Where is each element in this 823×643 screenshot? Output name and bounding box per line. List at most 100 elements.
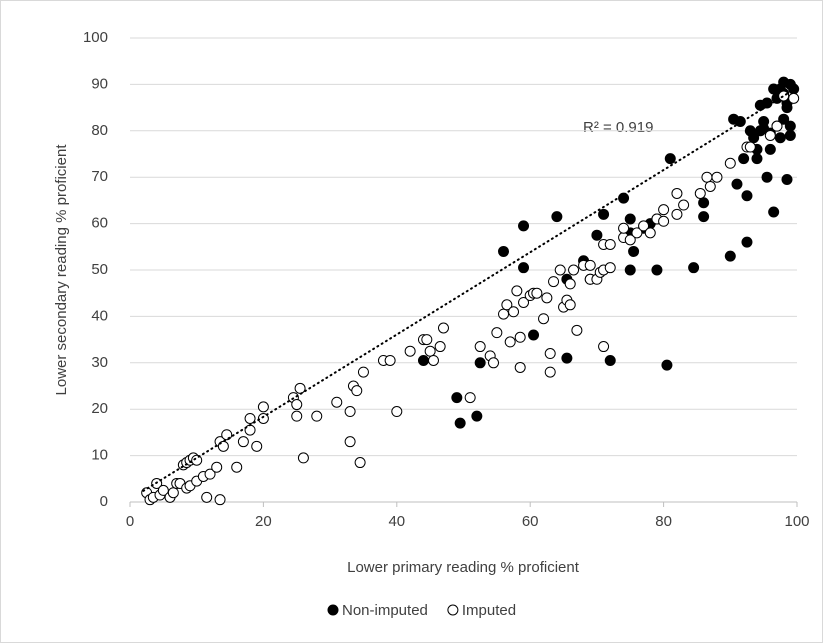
data-point: [464, 392, 476, 404]
data-point: [518, 296, 530, 308]
data-point: [734, 116, 746, 128]
data-point: [471, 410, 483, 422]
data-point: [488, 357, 500, 369]
data-point: [297, 452, 309, 464]
y-tick-label: 10: [91, 447, 108, 464]
data-point: [191, 454, 203, 466]
y-tick-label: 90: [91, 75, 108, 92]
x-tick-label: 40: [388, 513, 405, 530]
data-point: [598, 341, 610, 353]
y-tick-label: 50: [91, 261, 108, 278]
data-point: [291, 410, 303, 422]
data-point: [454, 417, 466, 429]
legend-label: Imputed: [462, 602, 516, 619]
data-point: [391, 406, 403, 418]
y-tick-label: 100: [83, 29, 108, 46]
data-point: [244, 412, 256, 424]
data-point: [564, 278, 576, 290]
legend-marker: [447, 604, 459, 616]
data-point: [741, 236, 753, 248]
data-point: [624, 264, 636, 276]
data-point: [474, 341, 486, 353]
data-point: [531, 287, 543, 299]
data-point: [474, 357, 486, 369]
data-point: [201, 491, 213, 503]
data-point: [598, 208, 610, 220]
y-axis-label: Lower secondary reading % proficient: [53, 144, 70, 396]
trendline: [142, 90, 792, 492]
data-point: [688, 262, 700, 274]
data-point: [257, 401, 269, 413]
x-axis-label: Lower primary reading % proficient: [347, 559, 580, 576]
y-tick-label: 80: [91, 122, 108, 139]
x-tick-label: 20: [255, 513, 272, 530]
data-point: [628, 245, 640, 257]
data-point: [744, 141, 756, 153]
data-point: [291, 399, 303, 411]
data-point: [501, 299, 513, 311]
data-point: [658, 204, 670, 216]
data-point: [751, 153, 763, 165]
data-point: [711, 171, 723, 183]
legend-marker: [327, 604, 339, 616]
y-tick-label: 40: [91, 307, 108, 324]
r-squared-annotation: R² = 0.919: [583, 119, 653, 136]
data-point: [237, 436, 249, 448]
data-point: [664, 153, 676, 165]
x-tick-label: 80: [655, 513, 672, 530]
data-point: [434, 341, 446, 353]
legend-label: Non-imputed: [342, 602, 428, 619]
data-point: [768, 206, 780, 218]
data-point: [784, 129, 796, 141]
data-point: [357, 366, 369, 378]
data-point: [384, 354, 396, 366]
data-point: [731, 178, 743, 190]
data-point: [551, 211, 563, 223]
data-point: [491, 327, 503, 339]
data-point: [211, 461, 223, 473]
data-point: [561, 352, 573, 364]
data-point: [548, 276, 560, 288]
data-point: [544, 366, 556, 378]
data-point: [354, 457, 366, 469]
data-point: [704, 180, 716, 192]
data-point: [311, 410, 323, 422]
data-point: [251, 440, 263, 452]
data-point: [741, 190, 753, 202]
data-point: [167, 487, 179, 499]
data-point: [738, 153, 750, 165]
data-point: [508, 306, 520, 318]
data-point: [568, 264, 580, 276]
data-point: [498, 308, 510, 320]
data-point: [781, 102, 793, 114]
data-point: [604, 354, 616, 366]
data-point: [157, 484, 169, 496]
data-point: [651, 264, 663, 276]
data-point: [604, 262, 616, 274]
data-point: [618, 222, 630, 234]
data-point: [781, 174, 793, 186]
data-point: [761, 97, 773, 109]
data-point: [231, 461, 243, 473]
data-point: [554, 264, 566, 276]
data-point: [404, 345, 416, 357]
data-point: [518, 262, 530, 274]
data-point: [771, 120, 783, 132]
y-tick-label: 60: [91, 215, 108, 232]
data-point: [544, 348, 556, 360]
data-point: [701, 171, 713, 183]
data-point: [658, 215, 670, 227]
data-point: [624, 234, 636, 246]
data-point: [498, 245, 510, 257]
data-point: [538, 313, 550, 325]
data-point: [698, 211, 710, 223]
data-point: [427, 354, 439, 366]
y-tick-label: 30: [91, 354, 108, 371]
data-point: [214, 494, 226, 506]
data-point: [774, 132, 786, 144]
data-point: [344, 406, 356, 418]
data-point: [784, 120, 796, 132]
data-point: [631, 227, 643, 239]
data-point: [671, 208, 683, 220]
